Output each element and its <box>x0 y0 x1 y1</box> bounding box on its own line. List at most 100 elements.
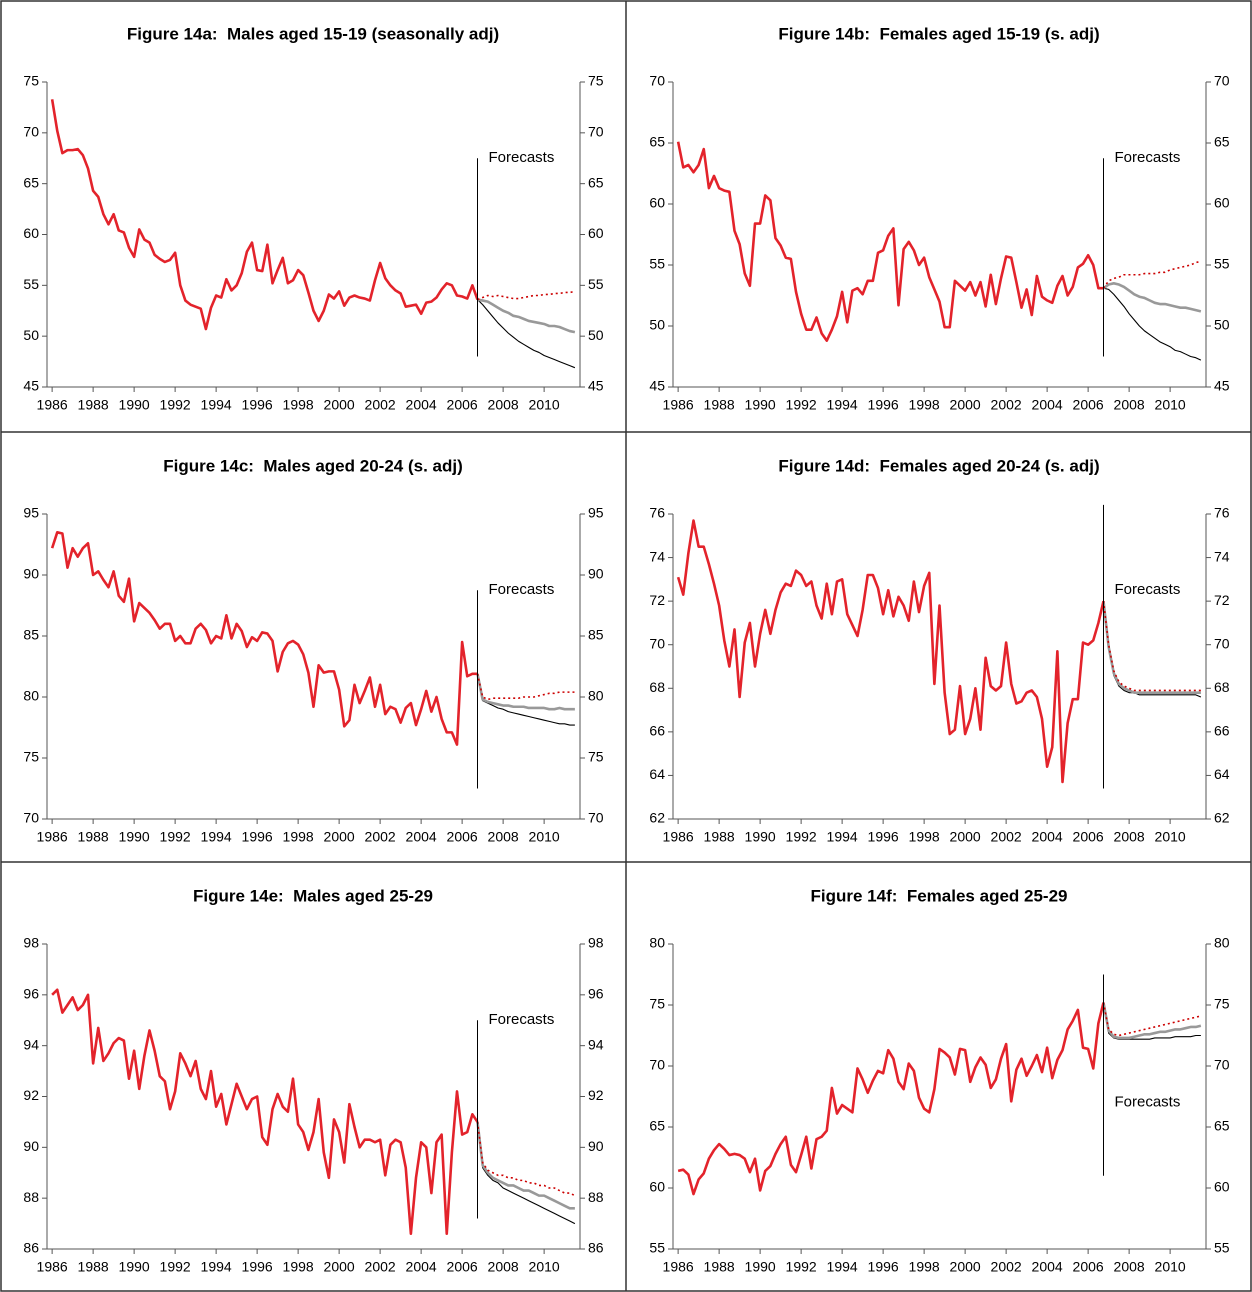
y2-tick-label: 90 <box>588 566 604 582</box>
x-tick-label: 1996 <box>242 1259 273 1275</box>
x-tick-label: 1988 <box>78 1259 109 1275</box>
y-tick-label: 70 <box>649 1057 665 1073</box>
y-tick-label: 85 <box>23 627 39 643</box>
y-tick-label: 45 <box>649 378 665 394</box>
x-tick-label: 2008 <box>488 1259 519 1275</box>
y2-tick-label: 95 <box>588 505 604 521</box>
y-tick-label: 90 <box>23 1138 39 1154</box>
x-tick-label: 1986 <box>663 829 694 845</box>
y2-tick-label: 92 <box>588 1087 604 1103</box>
y-tick-label: 94 <box>23 1036 39 1052</box>
y2-tick-label: 45 <box>1214 378 1230 394</box>
series-line <box>477 290 576 301</box>
y-tick-label: 65 <box>649 1118 665 1134</box>
y-tick-label: 70 <box>649 73 665 89</box>
y-tick-label: 75 <box>649 996 665 1012</box>
x-tick-label: 2008 <box>1114 1259 1145 1275</box>
x-tick-label: 2002 <box>365 1259 396 1275</box>
chart-title: Figure 14b: Females aged 15-19 (s. adj) <box>778 24 1099 43</box>
y2-tick-label: 65 <box>588 174 604 190</box>
x-tick-label: 1998 <box>909 397 940 413</box>
forecast-annotation: Forecasts <box>489 149 555 166</box>
y2-tick-label: 60 <box>1214 195 1230 211</box>
x-tick-label: 1998 <box>909 1259 940 1275</box>
y2-tick-label: 70 <box>1214 1057 1230 1073</box>
chart-title: Figure 14d: Females aged 20-24 (s. adj) <box>778 456 1099 475</box>
series-line <box>50 531 478 746</box>
series-line <box>477 298 576 334</box>
y-tick-label: 80 <box>649 935 665 951</box>
y-tick-label: 66 <box>649 723 665 739</box>
x-tick-label: 2000 <box>324 1259 355 1275</box>
y-tick-label: 55 <box>649 256 665 272</box>
y2-tick-label: 70 <box>588 124 604 140</box>
x-tick-label: 1992 <box>160 397 191 413</box>
y2-tick-label: 70 <box>1214 635 1230 651</box>
series-line <box>1103 287 1202 361</box>
series-line <box>1102 1002 1202 1040</box>
series-line <box>676 141 1104 342</box>
y2-tick-label: 65 <box>1214 1118 1230 1134</box>
y-tick-label: 50 <box>23 327 39 343</box>
x-tick-label: 1994 <box>201 397 232 413</box>
y-tick-label: 76 <box>649 505 665 521</box>
x-tick-label: 2006 <box>1073 829 1104 845</box>
series-line <box>51 988 479 1236</box>
y2-tick-label: 64 <box>1214 766 1230 782</box>
x-tick-label: 1988 <box>78 829 109 845</box>
series-line <box>1102 600 1201 694</box>
y2-tick-label: 55 <box>1214 1240 1230 1256</box>
y-tick-label: 70 <box>649 635 665 651</box>
y-tick-label: 60 <box>649 195 665 211</box>
x-tick-label: 2010 <box>529 829 560 845</box>
x-tick-label: 2004 <box>1032 397 1063 413</box>
y2-tick-label: 50 <box>1214 317 1230 333</box>
y2-tick-label: 60 <box>1214 1179 1230 1195</box>
series-line <box>477 299 576 369</box>
x-tick-label: 1998 <box>283 1259 314 1275</box>
y-tick-label: 60 <box>649 1179 665 1195</box>
x-tick-label: 2006 <box>447 397 478 413</box>
x-tick-label: 1988 <box>704 397 735 413</box>
forecast-annotation: Forecasts <box>489 581 555 598</box>
x-tick-label: 1986 <box>37 1259 68 1275</box>
x-tick-label: 1994 <box>827 1259 858 1275</box>
y2-tick-label: 70 <box>1214 73 1230 89</box>
series-line <box>50 99 479 331</box>
x-tick-label: 1998 <box>283 829 314 845</box>
y2-tick-label: 94 <box>588 1036 604 1052</box>
x-tick-label: 2002 <box>991 397 1022 413</box>
series-line <box>676 519 1105 784</box>
x-tick-label: 1986 <box>663 1259 694 1275</box>
x-tick-label: 1990 <box>119 397 150 413</box>
x-tick-label: 2004 <box>1032 1259 1063 1275</box>
series-line <box>1102 260 1202 289</box>
y2-tick-label: 65 <box>1214 134 1230 150</box>
y2-tick-label: 76 <box>1214 505 1230 521</box>
series-line <box>1102 282 1202 313</box>
x-tick-label: 2010 <box>1155 829 1186 845</box>
x-tick-label: 1992 <box>786 829 817 845</box>
x-tick-label: 2010 <box>529 1259 560 1275</box>
y2-tick-label: 50 <box>588 327 604 343</box>
series-line <box>1102 1002 1202 1037</box>
x-tick-label: 2010 <box>529 397 560 413</box>
x-tick-label: 1988 <box>704 829 735 845</box>
x-tick-label: 1996 <box>868 829 899 845</box>
series-line <box>1102 601 1201 692</box>
x-tick-label: 2006 <box>1073 1259 1104 1275</box>
x-tick-label: 2004 <box>406 1259 437 1275</box>
x-tick-label: 1996 <box>868 397 899 413</box>
x-tick-label: 1986 <box>663 397 694 413</box>
x-tick-label: 2008 <box>488 397 519 413</box>
y2-tick-label: 96 <box>588 986 604 1002</box>
y-tick-label: 98 <box>23 935 39 951</box>
forecast-annotation: Forecasts <box>1115 581 1181 598</box>
y-tick-label: 75 <box>23 73 39 89</box>
y-tick-label: 96 <box>23 986 39 1002</box>
y2-tick-label: 74 <box>1214 548 1230 564</box>
x-tick-label: 2010 <box>1155 397 1186 413</box>
y2-tick-label: 72 <box>1214 592 1230 608</box>
x-tick-label: 2010 <box>1155 1259 1186 1275</box>
x-tick-label: 1994 <box>827 829 858 845</box>
